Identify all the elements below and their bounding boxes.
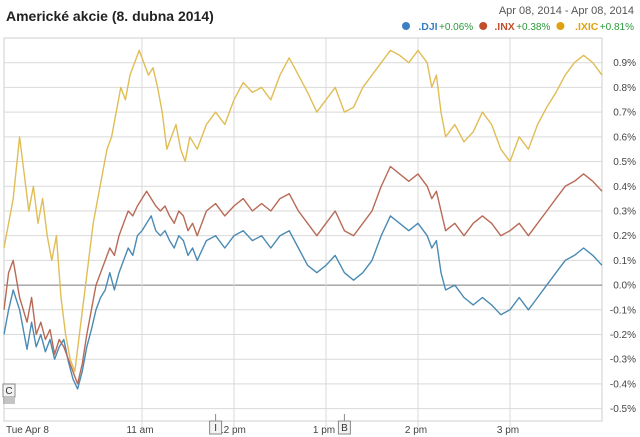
y-tick-label: 0.3% <box>613 206 636 217</box>
event-marker-label[interactable]: I <box>214 423 217 434</box>
legend-name: .INX <box>494 21 514 33</box>
y-tick-label: 0.4% <box>613 182 636 193</box>
chart-title: Americké akcie (8. dubna 2014) <box>6 8 214 24</box>
y-tick-label: 0.8% <box>613 83 636 94</box>
series-group <box>3 49 603 390</box>
x-tick-label: Tue Apr 8 <box>6 425 49 436</box>
legend-change: +0.06% <box>439 22 473 33</box>
event-markers: C I B <box>2 383 351 435</box>
x-tick-label: 11 am <box>126 425 153 436</box>
legend: +0.81%.IXIC +0.38%.INX +0.06%.DJI <box>402 21 634 33</box>
y-tick-label: 0.2% <box>613 231 636 242</box>
series-line-ixic <box>3 49 603 373</box>
x-axis: Tue Apr 8 11 am 12 pm 1 pm 2 pm 3 pm <box>6 425 519 436</box>
x-tick-label: 2 pm <box>405 425 427 436</box>
y-tick-label: 0.9% <box>613 58 636 69</box>
legend-name: .DJI <box>418 21 437 33</box>
series-line-inx <box>3 165 603 385</box>
event-marker-label[interactable]: B <box>341 423 348 434</box>
plot-frame <box>3 37 603 422</box>
legend-change: +0.81% <box>600 22 634 33</box>
x-tick-label: 12 pm <box>218 425 246 436</box>
date-range: Apr 08, 2014 - Apr 08, 2014 <box>499 5 634 17</box>
legend-dot <box>402 22 410 30</box>
y-axis: 0.9% 0.8% 0.7% 0.6% 0.5% 0.4% 0.3% 0.2% 0.1% 0.0%… <box>610 58 636 415</box>
y-tick-label: 0.1% <box>613 256 636 267</box>
y-tick-label: -0.5% <box>610 404 636 415</box>
event-marker-box[interactable] <box>2 383 16 398</box>
y-tick-label: 0.6% <box>613 132 636 143</box>
legend-change: +0.38% <box>516 22 550 33</box>
legend-dot <box>479 22 488 30</box>
y-tick-label: -0.3% <box>610 355 636 366</box>
legend-dot <box>556 22 565 30</box>
x-tick-label: 1 pm <box>313 425 335 436</box>
y-tick-label: 0.7% <box>613 108 636 119</box>
y-tick-label: 0.0% <box>613 281 636 292</box>
grid <box>4 38 602 427</box>
y-tick-label: 0.5% <box>613 157 636 168</box>
x-tick-label: 3 pm <box>497 425 519 436</box>
legend-name: .IXIC <box>575 21 599 33</box>
y-tick-label: -0.2% <box>610 330 636 341</box>
series-line-dji <box>3 215 603 390</box>
y-tick-label: -0.1% <box>610 305 636 316</box>
event-marker-label[interactable]: C <box>5 386 12 397</box>
y-tick-label: -0.4% <box>610 379 636 390</box>
